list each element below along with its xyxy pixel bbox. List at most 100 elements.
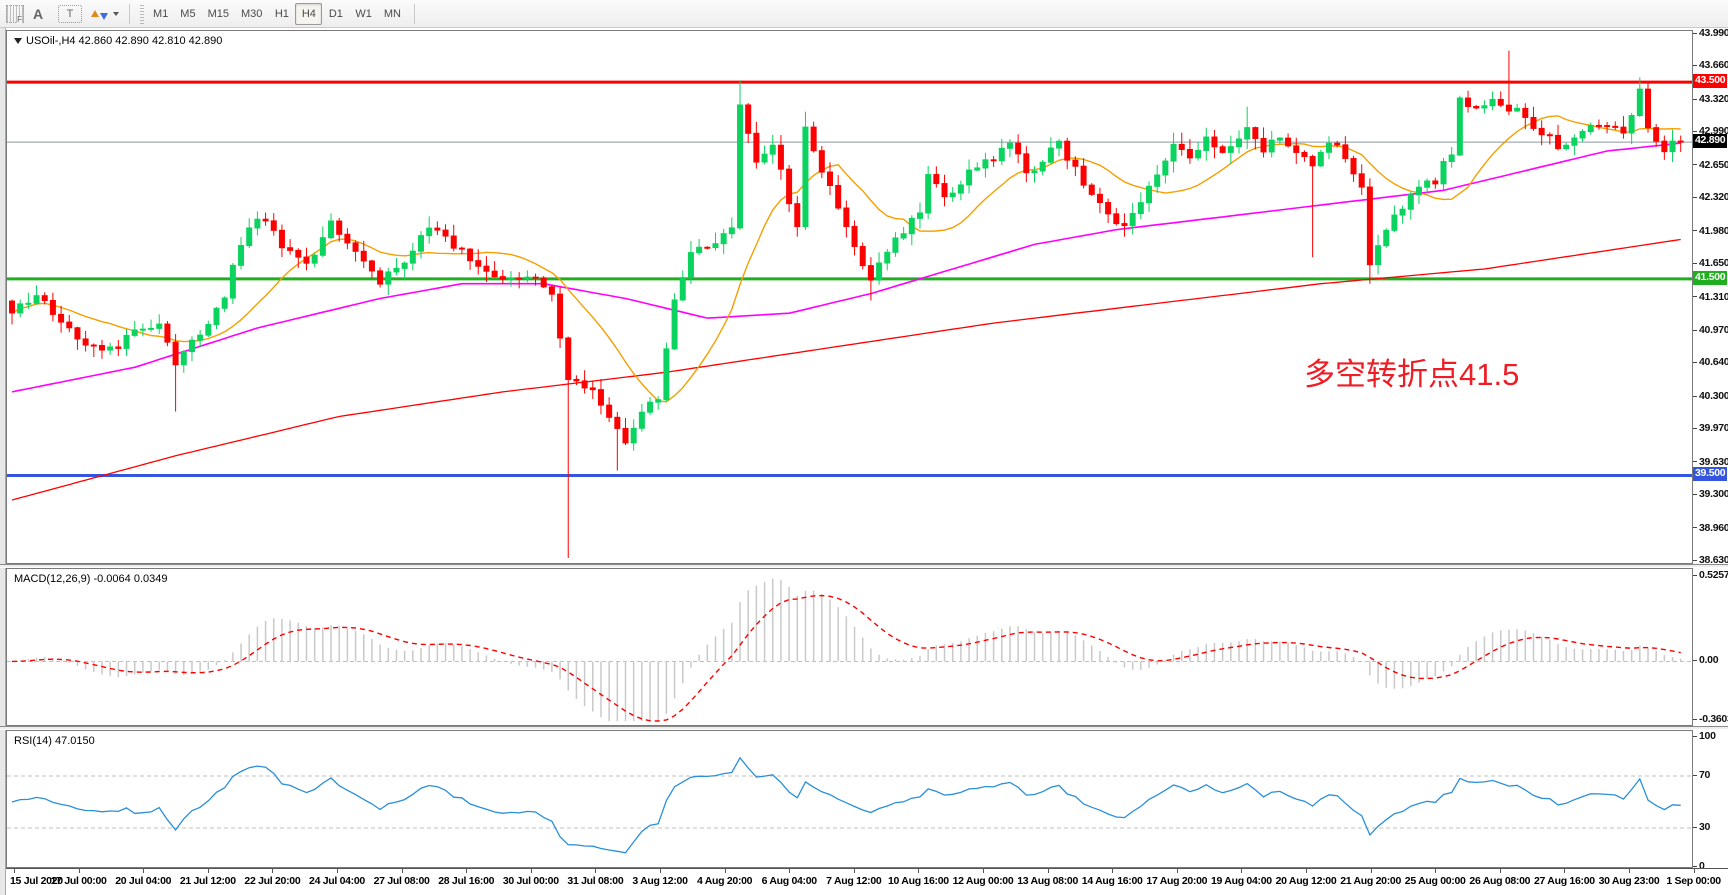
symbol-ohlc-text: USOil-,H4 42.860 42.890 42.810 42.890 xyxy=(26,35,223,47)
rsi-tick: 0 xyxy=(1693,861,1705,871)
time-label: 22 Jul 20:00 xyxy=(244,875,301,887)
time-tick xyxy=(1112,869,1114,873)
macd-tick: 0.00 xyxy=(1693,655,1719,666)
time-label: 25 Aug 00:00 xyxy=(1404,875,1466,887)
toolbar: F A T M1 M5 M15 M30 H1 H4 D1 W1 MN xyxy=(0,0,1728,28)
time-tick xyxy=(918,869,920,873)
symbol-ohlc-label[interactable]: USOil-,H4 42.860 42.890 42.810 42.890 xyxy=(14,35,222,47)
time-label: 1 Sep 00:00 xyxy=(1666,875,1721,887)
price-tick: 41.310 xyxy=(1693,291,1728,302)
time-tick xyxy=(660,869,661,873)
toolbar-grip-icon[interactable]: F xyxy=(6,4,24,24)
time-tick xyxy=(1564,869,1566,873)
time-tick xyxy=(1499,869,1501,873)
time-label: 28 Jul 16:00 xyxy=(438,875,495,887)
time-label: 10 Aug 16:00 xyxy=(887,875,949,887)
panel-divider-2[interactable] xyxy=(0,726,1728,730)
time-axis[interactable]: 15 Jul 2020 17 Jul 00:00 20 Jul 04:00 21 Ju… xyxy=(6,868,1728,895)
time-label: 19 Aug 04:00 xyxy=(1210,875,1272,887)
time-tick xyxy=(983,869,984,873)
time-label: 20 Jul 04:00 xyxy=(115,875,172,887)
rsi-canvas[interactable] xyxy=(7,731,1692,867)
timeframe-toolbar: M1 M5 M15 M30 H1 H4 D1 W1 MN xyxy=(147,2,407,25)
time-label: 7 Aug 12:00 xyxy=(826,875,882,887)
macd-tick: 0.5257 xyxy=(1693,570,1728,580)
time-tick xyxy=(1176,869,1178,873)
time-tick xyxy=(1693,869,1695,873)
time-label: 20 Aug 12:00 xyxy=(1275,875,1337,887)
time-tick xyxy=(1435,869,1437,873)
price-tick: 39.970 xyxy=(1693,423,1728,434)
price-tick: 41.980 xyxy=(1693,225,1728,236)
grip-label: F xyxy=(17,14,22,24)
arrow-down-icon xyxy=(100,13,108,20)
time-label: 30 Aug 23:00 xyxy=(1598,875,1660,887)
macd-axis[interactable]: 0.5257 0.00 -0.3603 xyxy=(1693,568,1728,726)
timeframe-button-mn[interactable]: MN xyxy=(383,7,401,20)
price-tick: 42.990 xyxy=(1693,126,1728,137)
time-label: 26 Aug 08:00 xyxy=(1469,875,1531,887)
annotation-text: 多空转折点41.5 xyxy=(1304,357,1520,392)
panel-divider[interactable] xyxy=(0,564,1728,568)
price-tick: 39.300 xyxy=(1693,489,1728,499)
time-label: 27 Aug 16:00 xyxy=(1533,875,1595,887)
time-label: 13 Aug 08:00 xyxy=(1017,875,1078,887)
time-label: 24 Jul 04:00 xyxy=(309,875,365,887)
price-tick: 38.630 xyxy=(1693,555,1728,565)
time-label: 4 Aug 20:00 xyxy=(696,875,753,887)
timeframe-button-m1[interactable]: M1 xyxy=(153,7,169,20)
arrows-tool-button[interactable] xyxy=(90,3,120,25)
price-axis[interactable]: 43.990 43.660 43.320 42.990 42.650 42.320 41.9… xyxy=(1693,28,1728,565)
text-box-button[interactable]: T xyxy=(58,4,82,23)
level-badge-support: 39.500 xyxy=(1693,467,1728,482)
price-tick: 42.650 xyxy=(1693,160,1728,170)
price-tick: 40.300 xyxy=(1693,391,1728,401)
macd-panel[interactable]: MACD(12,26,9) -0.0064 0.0349 xyxy=(6,568,1693,726)
price-chart-canvas[interactable] xyxy=(7,31,1692,563)
time-tick xyxy=(724,869,726,873)
main-chart-panel[interactable]: USOil-,H4 42.860 42.890 42.810 42.890 多空… xyxy=(6,30,1693,564)
time-label: 15 Jul 2020 xyxy=(10,875,63,887)
chevron-down-icon[interactable] xyxy=(113,11,119,16)
text-label-button[interactable]: A xyxy=(32,5,44,22)
level-badge-pivot: 41.500 xyxy=(1693,270,1728,285)
time-label: 12 Aug 00:00 xyxy=(952,875,1014,887)
macd-label: MACD(12,26,9) -0.0064 0.0349 xyxy=(14,573,168,585)
time-tick xyxy=(1629,869,1630,873)
left-gutter xyxy=(0,28,6,895)
time-tick xyxy=(1241,869,1243,873)
time-label: 21 Jul 12:00 xyxy=(179,875,236,887)
price-tick: 43.660 xyxy=(1693,60,1728,71)
arrow-up-icon xyxy=(91,10,99,17)
symbol-dropdown-icon[interactable] xyxy=(14,38,22,44)
toolbar-separator xyxy=(129,3,130,24)
timeframe-button-h1[interactable]: H1 xyxy=(274,7,289,20)
level-badge-resistance: 43.500 xyxy=(1693,74,1728,89)
price-tick: 43.990 xyxy=(1693,28,1728,38)
timeframe-toolbar-grip-icon[interactable] xyxy=(140,3,144,24)
time-tick xyxy=(401,869,403,873)
timeframe-button-m30[interactable]: M30 xyxy=(240,7,263,20)
time-tick xyxy=(78,869,80,873)
time-label: 6 Aug 04:00 xyxy=(761,875,818,887)
time-label: 21 Aug 20:00 xyxy=(1340,875,1401,887)
rsi-panel[interactable]: RSI(14) 47.0150 xyxy=(6,730,1693,868)
toolbar-separator-2 xyxy=(413,3,415,24)
time-tick xyxy=(466,869,468,873)
timeframe-button-w1[interactable]: W1 xyxy=(355,7,372,20)
time-tick xyxy=(853,869,855,873)
time-tick xyxy=(14,869,15,873)
macd-canvas[interactable] xyxy=(7,569,1692,725)
timeframe-button-h4[interactable]: H4 xyxy=(295,2,323,25)
timeframe-button-m5[interactable]: M5 xyxy=(180,7,196,20)
time-label: 27 Jul 08:00 xyxy=(373,875,430,887)
time-label: 14 Aug 16:00 xyxy=(1081,875,1143,887)
timeframe-button-d1[interactable]: D1 xyxy=(328,7,343,20)
price-tick: 41.650 xyxy=(1693,258,1728,268)
rsi-label: RSI(14) 47.0150 xyxy=(14,735,95,747)
timeframe-button-m15[interactable]: M15 xyxy=(207,7,229,20)
rsi-axis[interactable]: 100 70 30 0 xyxy=(1693,730,1728,871)
time-label: 31 Jul 08:00 xyxy=(567,875,624,887)
rsi-tick: 30 xyxy=(1693,822,1710,832)
time-label: 3 Aug 12:00 xyxy=(632,875,688,887)
